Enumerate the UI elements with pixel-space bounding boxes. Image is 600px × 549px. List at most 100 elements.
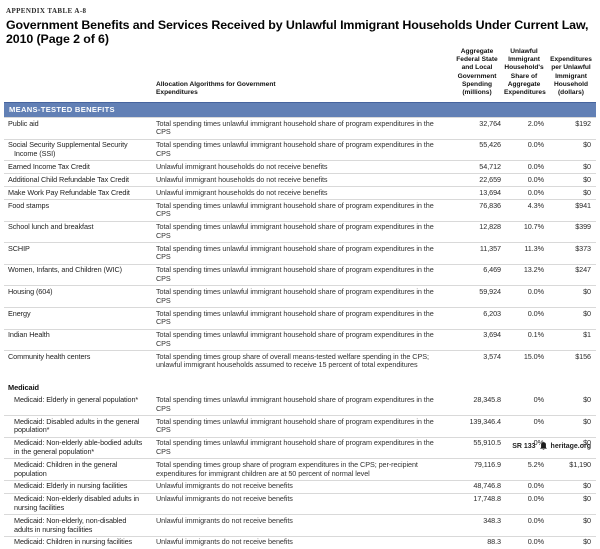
algorithm-cell: Total spending times unlawful immigrant … (150, 242, 452, 265)
site-url: heritage.org (550, 443, 591, 450)
table-row: Food stamps Total spending times unlawful… (4, 199, 596, 222)
per-household-cell: $1,190 (546, 458, 596, 481)
share-cell: 0.0% (527, 537, 544, 547)
spending-cell: 32,764 (452, 117, 502, 140)
program-cell: Earned Income Tax Credit (4, 160, 150, 175)
share-cell: 15.0% (523, 351, 544, 361)
column-header-row: Allocation Algorithms for Government Exp… (4, 48, 596, 103)
table-row: Medicaid: Non-elderly disabled adults in… (4, 493, 596, 516)
program-cell: Additional Child Refundable Tax Credit (4, 173, 150, 188)
algorithm-cell: Total spending times unlawful immigrant … (150, 285, 452, 308)
share-cell: 0.0% (502, 186, 546, 200)
share-cell: 0.1% (502, 329, 546, 352)
algorithm-cell: Unlawful immigrant households do not rec… (150, 186, 452, 200)
table-row: Medicaid: Elderly in nursing facilities U… (4, 480, 596, 494)
spending-cell: 22,659 (452, 173, 502, 188)
share-cell: 11.3% (502, 242, 546, 265)
program-cell: Social Security Supplemental Security In… (4, 139, 150, 162)
table-kicker: APPENDIX TABLE A-8 (6, 7, 87, 15)
benefits-table: Allocation Algorithms for Government Exp… (4, 48, 596, 549)
spending-cell: 28,345.8 (452, 394, 502, 417)
spending-cell: 11,357 (452, 242, 502, 265)
program-cell: Community health centers (8, 351, 91, 361)
share-cell: 10.7% (502, 221, 546, 244)
spending-cell: 3,694 (452, 329, 502, 352)
algorithm-cell: Unlawful immigrant households do not rec… (150, 160, 452, 175)
spending-cell: 13,694 (452, 186, 502, 200)
spending-cell: 54,712 (452, 160, 502, 175)
col-header-algorithm: Allocation Algorithms for Government Exp… (156, 80, 276, 97)
per-household-cell: $0 (546, 173, 596, 188)
section-banner-row: MEANS-TESTED BENEFITS (4, 102, 596, 119)
program-cell: Public aid (4, 117, 150, 140)
share-cell: 2.0% (502, 117, 546, 140)
report-id: SR 133 (512, 443, 536, 450)
algorithm-cell: Unlawful immigrants do not receive benef… (156, 537, 293, 547)
program-cell: Indian Health (4, 329, 150, 352)
program-cell: Medicaid: Elderly in general population* (4, 394, 150, 417)
program-cell: SCHIP (4, 242, 150, 265)
per-household-cell: $941 (546, 199, 596, 222)
col-header-spending: Aggregate Federal State and Local Govern… (456, 48, 498, 97)
algorithm-cell: Unlawful immigrant households do not rec… (150, 173, 452, 188)
per-household-cell: $156 (575, 351, 591, 361)
table-row: SCHIP Total spending times unlawful immig… (4, 242, 596, 265)
algorithm-cell: Total spending times unlawful immigrant … (150, 199, 452, 222)
col-header-share: Unlawful Immigrant Household's Share of … (504, 48, 546, 97)
spending-cell: 3,574 (483, 351, 501, 361)
program-cell: Medicaid: Non-elderly able-bodied adults… (4, 437, 150, 460)
per-household-cell: $0 (546, 415, 596, 438)
table-body: MEANS-TESTED BENEFITS Public aid Total spe… (4, 102, 596, 549)
table-row: Medicaid: Children in the general popula… (4, 458, 596, 481)
per-household-cell: $373 (546, 242, 596, 265)
share-cell: 0% (502, 394, 546, 417)
per-household-cell: $0 (546, 160, 596, 175)
page-title: Government Benefits and Services Receive… (6, 18, 589, 46)
program-cell: Medicaid: Disabled adults in the general… (4, 415, 150, 438)
program-cell: Medicaid: Non-elderly disabled adults in… (4, 493, 150, 516)
share-cell: 0.0% (502, 480, 546, 494)
algorithm-cell: Unlawful immigrants do not receive benef… (150, 480, 452, 494)
per-household-cell: $0 (546, 514, 596, 537)
share-cell: 0.0% (502, 307, 546, 330)
section-subheader-row: Medicaid (4, 372, 596, 395)
program-cell: Housing (604) (4, 285, 150, 308)
section-subheader: Medicaid (8, 382, 39, 392)
algorithm-cell: Unlawful immigrants do not receive benef… (150, 514, 452, 537)
table-row: Women, Infants, and Children (WIC) Total … (4, 264, 596, 287)
col-header-per-household: Expenditures per Unlawful Immigrant Hous… (550, 56, 592, 97)
table-row: Community health centers Total spending t… (4, 351, 596, 372)
per-household-cell: $399 (546, 221, 596, 244)
algorithm-cell: Total spending times unlawful immigrant … (150, 437, 452, 460)
table-row: Medicaid: Elderly in general population*… (4, 394, 596, 417)
share-cell: 13.2% (502, 264, 546, 287)
program-cell: Medicaid: Children in the general popula… (4, 458, 150, 481)
program-cell: Medicaid: Non-elderly, non-disabled adul… (4, 514, 150, 537)
algorithm-cell: Total spending times unlawful immigrant … (150, 415, 452, 438)
spending-cell: 17,748.8 (452, 493, 502, 516)
algorithm-cell: Total spending times unlawful immigrant … (150, 139, 452, 162)
algorithm-cell: Total spending times unlawful immigrant … (150, 394, 452, 417)
table-row: Medicaid: Non-elderly able-bodied adults… (4, 437, 596, 460)
share-cell: 0.0% (502, 514, 546, 537)
program-cell: Medicaid: Elderly in nursing facilities (4, 480, 150, 494)
per-household-cell: $0 (546, 480, 596, 494)
col-header-program (4, 48, 150, 103)
algorithm-cell: Total spending times unlawful immigrant … (150, 117, 452, 140)
per-household-cell: $1 (546, 329, 596, 352)
per-household-cell: $0 (546, 307, 596, 330)
table-row: Earned Income Tax Credit Unlawful immigra… (4, 160, 596, 175)
program-cell: Energy (4, 307, 150, 330)
footer: SR 133 heritage.org (512, 442, 591, 451)
algorithm-cell: Total spending times unlawful immigrant … (150, 221, 452, 244)
spending-cell: 48,746.8 (452, 480, 502, 494)
table-row: Indian Health Total spending times unlawf… (4, 329, 596, 352)
program-cell: Medicaid: Children in nursing facilities (14, 537, 133, 547)
report-page: APPENDIX TABLE A-8 Government Benefits a… (4, 7, 596, 546)
per-household-cell: $247 (546, 264, 596, 287)
section-banner: MEANS-TESTED BENEFITS (4, 102, 596, 119)
spending-cell: 79,116.9 (452, 458, 502, 481)
table-row: Make Work Pay Refundable Tax Credit Unlaw… (4, 186, 596, 200)
spending-cell: 76,836 (452, 199, 502, 222)
spending-cell: 55,426 (452, 139, 502, 162)
